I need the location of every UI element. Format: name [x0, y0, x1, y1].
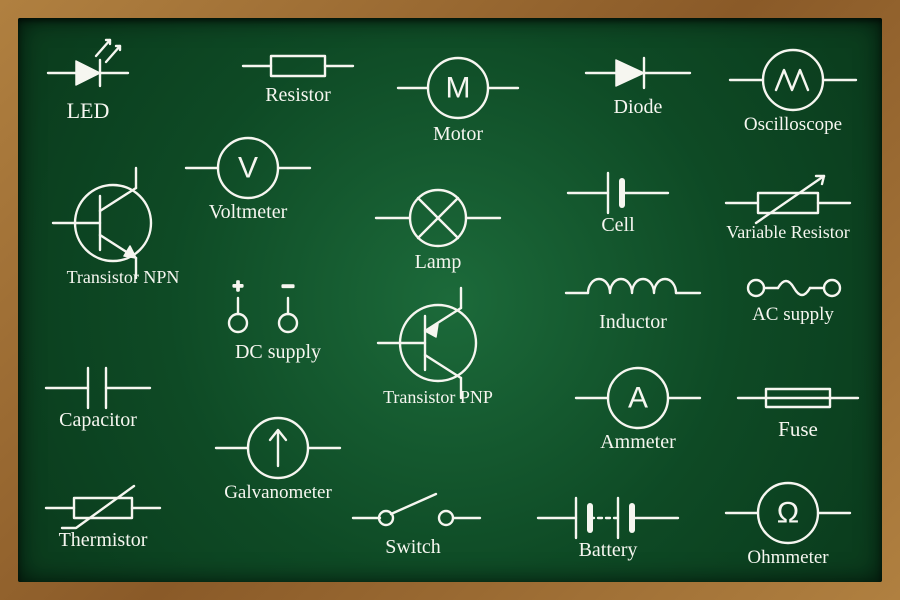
fuse-symbol	[738, 389, 858, 407]
ac-supply-label: AC supply	[752, 304, 834, 325]
inductor-label: Inductor	[599, 311, 667, 333]
motor-label: Motor	[433, 123, 483, 145]
transistor-npn-label: Transistor NPN	[67, 267, 180, 287]
ohmmeter-label: Ohmmeter	[747, 547, 829, 568]
thermistor-symbol	[46, 486, 160, 528]
lamp-symbol	[376, 190, 500, 246]
galvanometer-symbol	[216, 418, 340, 478]
chalkboard-surface: LED Resistor M Motor	[18, 18, 882, 582]
diode-symbol	[586, 58, 690, 88]
transistor-npn-symbol	[53, 168, 151, 278]
variable-resistor-symbol	[726, 176, 850, 223]
ammeter-letter: A	[628, 382, 648, 415]
capacitor-label: Capacitor	[59, 409, 137, 431]
voltmeter-letter: V	[238, 152, 258, 185]
cell-symbol	[568, 173, 668, 213]
diode-label: Diode	[614, 96, 663, 118]
oscilloscope-symbol	[730, 50, 856, 110]
led-label: LED	[67, 98, 110, 123]
switch-symbol	[353, 494, 480, 525]
transistor-pnp-label: Transistor PNP	[383, 387, 493, 407]
galvanometer-label: Galvanometer	[224, 482, 332, 503]
fuse-label: Fuse	[778, 417, 818, 441]
svg-text:+: +	[233, 276, 244, 296]
svg-text:−: −	[282, 274, 295, 299]
ammeter-label: Ammeter	[600, 431, 676, 453]
resistor-label: Resistor	[265, 84, 331, 106]
variable-resistor-label: Variable Resistor	[726, 222, 849, 242]
motor-letter: M	[446, 72, 471, 105]
lamp-label: Lamp	[415, 251, 462, 273]
dc-supply-symbol: + −	[229, 274, 297, 333]
led-symbol	[48, 40, 128, 86]
chalkboard-frame: LED Resistor M Motor	[0, 0, 900, 600]
cell-label: Cell	[601, 214, 635, 236]
inductor-symbol	[566, 279, 700, 293]
capacitor-symbol	[46, 368, 150, 408]
symbols-svg: LED Resistor M Motor	[18, 18, 882, 582]
ohmmeter-letter: Ω	[777, 497, 799, 530]
dc-supply-label: DC supply	[235, 341, 321, 363]
battery-label: Battery	[579, 539, 638, 561]
transistor-pnp-symbol	[378, 288, 476, 398]
ac-supply-symbol	[748, 280, 840, 296]
switch-label: Switch	[385, 536, 441, 558]
thermistor-label: Thermistor	[59, 529, 148, 551]
oscilloscope-label: Oscilloscope	[744, 114, 842, 135]
battery-symbol	[538, 498, 678, 538]
voltmeter-label: Voltmeter	[209, 201, 288, 223]
resistor-symbol	[243, 56, 353, 76]
